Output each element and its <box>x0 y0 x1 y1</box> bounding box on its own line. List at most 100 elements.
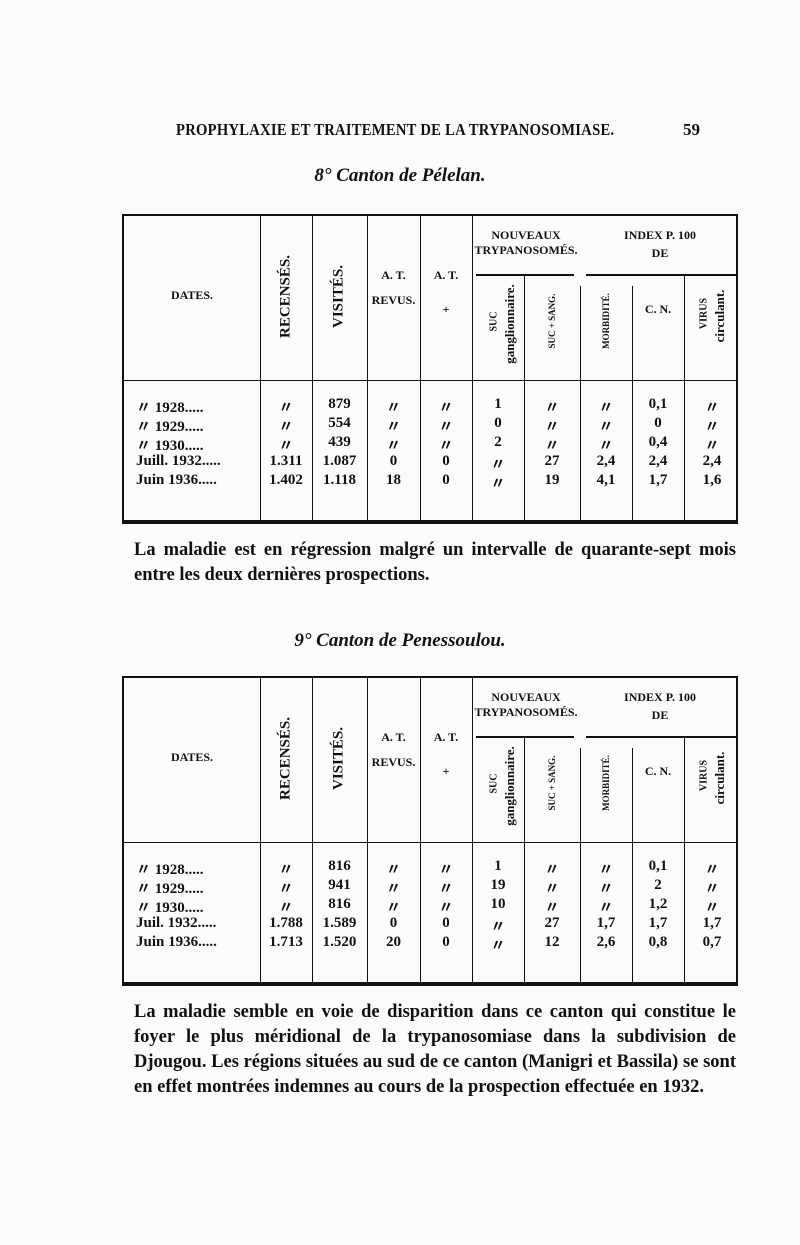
table-cell: 1,7 <box>648 915 668 931</box>
header-dates: DATES. <box>170 750 214 764</box>
table-cell: 0,1 <box>648 858 668 874</box>
table-cell: 27 <box>544 915 560 931</box>
column-divider <box>367 216 368 522</box>
header-nouveaux: TRYPANOSOMÉS. <box>474 705 578 719</box>
table-cell: 〃 1930..... <box>136 900 204 916</box>
table-cell: 〃 <box>704 862 720 878</box>
table-cell: 1 <box>494 858 502 874</box>
table-cell: 0 <box>389 915 398 931</box>
header-at-revus: REVUS. <box>371 755 416 769</box>
table-cell: 941 <box>328 877 351 893</box>
table-cell: 1.788 <box>269 915 303 931</box>
header-divider <box>124 842 736 843</box>
header-at-revus: A. T. <box>381 730 406 744</box>
table-cell: 〃 <box>544 419 560 435</box>
table-cell: 4,1 <box>596 472 616 488</box>
table-cell: 〃 <box>385 900 401 916</box>
table-cell: 20 <box>386 934 401 950</box>
brace <box>586 274 736 276</box>
table-cell: 〃 <box>598 400 614 416</box>
header-suc-sang: SUC + SANG. <box>547 293 557 349</box>
table-cell: 0 <box>389 453 398 469</box>
table-cell: 19 <box>544 472 560 488</box>
table-cell: 〃 <box>544 862 560 878</box>
section-title: 8° Canton de Pélelan. <box>314 165 486 186</box>
table-cell: 〃 <box>438 862 454 878</box>
table-cell: 0 <box>494 415 502 431</box>
table-cell: 〃 <box>490 476 506 492</box>
table-cell: 0,4 <box>648 434 668 450</box>
header-dates: DATES. <box>170 288 214 302</box>
table-cell: 〃 <box>385 881 401 897</box>
data-table: DATES. A. T. REVUS. A. T. + NOUVEAUX TRYPANOSO… <box>122 676 738 986</box>
table-cell: 0 <box>654 415 662 431</box>
table-cell: 〃 <box>385 419 401 435</box>
brace <box>476 274 574 276</box>
header-virus: VIRUS <box>698 297 710 330</box>
table-cell: 〃 <box>704 900 720 916</box>
table-cell: 1.713 <box>269 934 303 950</box>
header-at-plus: + <box>442 302 450 316</box>
table-cell: 0 <box>442 934 450 950</box>
table-cell: 〃 <box>438 438 454 454</box>
table-cell: 0 <box>442 453 450 469</box>
table-cell: 12 <box>544 934 560 950</box>
table-cell: Juin 1936..... <box>136 934 217 950</box>
column-divider <box>580 286 581 522</box>
table-cell: 〃 <box>544 881 560 897</box>
table-cell: 〃 <box>278 419 294 435</box>
table-cell: 1.402 <box>269 472 303 488</box>
table-cell: 439 <box>328 434 351 450</box>
header-suc-ganglionnaire: SUC <box>488 311 500 332</box>
table-cell: 0 <box>442 915 450 931</box>
table-cell: 1.589 <box>322 915 357 931</box>
table-cell: 0,1 <box>648 396 668 412</box>
table-cell: 〃 <box>438 900 454 916</box>
table-cell: Juin 1936..... <box>136 472 217 488</box>
column-divider <box>580 748 581 984</box>
table-cell: 〃 <box>704 438 720 454</box>
table-cell: 〃 1928..... <box>136 862 204 878</box>
table-cell: 18 <box>386 472 401 488</box>
column-divider <box>684 274 685 522</box>
table-cell: 0,8 <box>648 934 668 950</box>
table-cell: 〃 <box>704 419 720 435</box>
header-recenses: RECENSÉS. <box>277 255 294 338</box>
header-at-revus: A. T. <box>381 268 406 282</box>
table-cell: 〃 <box>278 900 294 916</box>
column-divider <box>472 216 473 522</box>
column-divider <box>420 678 421 984</box>
table-cell: 〃 <box>598 881 614 897</box>
table-cell: 2,4 <box>596 453 616 469</box>
header-suc-ganglionnaire: ganglionnaire. <box>502 284 517 364</box>
table-cell: 〃 <box>278 400 294 416</box>
table-cell: 〃 <box>438 419 454 435</box>
column-divider <box>524 736 525 984</box>
header-recenses: RECENSÉS. <box>277 717 294 800</box>
header-cn: C. N. <box>644 764 672 778</box>
header-virus: circulant. <box>712 289 727 343</box>
header-index: DE <box>651 246 669 260</box>
header-morbidite: MORBIDITÉ. <box>601 755 611 811</box>
column-divider <box>312 216 313 522</box>
page-number: 59 <box>683 120 700 139</box>
table-cell: 〃 <box>438 881 454 897</box>
table-cell: 〃 <box>490 457 506 473</box>
table-cell: 〃 1930..... <box>136 438 204 454</box>
header-cn: C. N. <box>644 302 672 316</box>
table-cell: 1,7 <box>702 915 722 931</box>
header-divider <box>124 380 736 381</box>
table-cell: 〃 <box>598 419 614 435</box>
header-virus: circulant. <box>712 751 727 805</box>
table-cell: 19 <box>490 877 506 893</box>
column-divider <box>260 216 261 522</box>
table-cell: 〃 <box>438 400 454 416</box>
column-divider <box>684 736 685 984</box>
data-table: DATES. A. T. REVUS. A. T. + NOUVEAUX TRYPANOSO… <box>122 214 738 524</box>
header-virus: VIRUS <box>698 759 710 792</box>
table-cell: 554 <box>328 415 351 431</box>
table-cell: 〃 <box>385 438 401 454</box>
table-cell: 〃 <box>278 862 294 878</box>
table-cell: 〃 <box>278 438 294 454</box>
column-divider <box>632 286 633 522</box>
